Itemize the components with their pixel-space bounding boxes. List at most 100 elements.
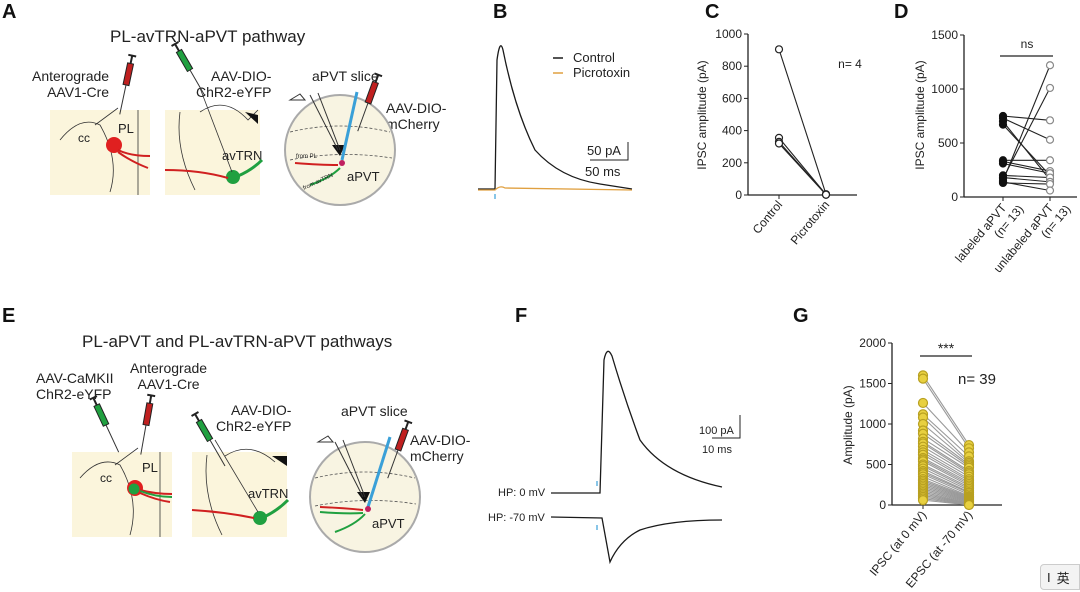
scale-x-f: 10 ms [702,444,732,456]
scale-y-f: 100 pA [699,425,735,437]
label-apvt: aPVT [347,169,380,184]
paired-line [922,459,970,485]
paired-line [1002,117,1051,141]
panel-e-diagram: cc PL avTRN aPVT [72,393,421,553]
y-tick-label: 1000 [859,417,886,431]
paired-line [922,488,970,503]
y-tick-label: 400 [722,124,742,138]
panel-label-e: E [2,305,16,327]
paired-line [922,493,970,505]
paired-line [1002,162,1051,174]
paired-line [1002,65,1051,182]
paired-line [922,494,970,505]
trace-hp0 [551,350,723,494]
label-avtrn-e: avTRN [248,486,288,501]
x-tick-label: Control [750,198,786,237]
panel-label-f: F [515,305,528,327]
panel-f-traces: HP: 0 mV HP: -70 mV 100 pA 10 ms [488,350,741,565]
paired-line [922,460,970,487]
y-tick-label: 500 [938,136,958,150]
significance-label: ns [1021,37,1034,51]
data-point [963,499,975,511]
y-tick-label: 0 [879,498,886,512]
y-tick-label: 1500 [859,377,886,391]
data-point [1045,135,1055,144]
paired-line [922,465,970,490]
input-method-indicator[interactable]: I 英 [1040,564,1080,590]
trace-picrotoxin [478,186,633,191]
paired-line [922,478,970,498]
paired-line [922,483,970,500]
avtrn-section [165,110,260,195]
data-point [917,397,929,409]
data-point [917,373,929,384]
paired-line [922,491,970,504]
data-point [998,120,1008,129]
y-tick-label: 1000 [931,82,958,96]
paired-line [922,486,970,502]
panel-a-title: PL-avTRN-aPVT pathway [110,27,306,46]
y-tick-label: 200 [722,156,742,170]
label-aav-dio-chr2: AAV-DIO- ChR2-eYFP [196,68,272,100]
y-tick-label: 0 [951,190,958,204]
paired-line [922,375,970,446]
paired-line [922,413,970,457]
paired-line [922,423,970,464]
label-apvt-e: aPVT [372,516,405,531]
paired-line [778,143,827,196]
paired-line [922,433,970,467]
label-aav-dio-mcherry-e: AAV-DIO- mCherry [410,432,471,464]
data-point [998,177,1008,186]
data-point [774,45,784,54]
y-tick-label: 1500 [931,28,958,42]
paired-line [922,464,970,488]
data-point [1045,116,1055,125]
y-tick-label: 0 [735,188,742,202]
paired-line [1002,181,1051,192]
paired-line [922,438,970,469]
data-point [774,139,784,148]
label-from-pl: from PL [296,154,318,160]
data-point [821,190,831,199]
paired-line [922,480,970,499]
paired-line [1002,174,1051,179]
paired-line [922,470,970,493]
label-pl: PL [118,121,134,136]
panel-label-c: C [705,1,720,23]
paired-line [922,499,970,506]
paired-line [922,441,970,472]
paired-line [922,485,970,501]
chart-d: 0 500 1000 1500 IPSC amplitude (pA) labeled a… [913,28,1077,275]
panel-label-b: B [493,1,508,23]
label-avtrn: avTRN [222,148,262,163]
data-point [1045,83,1055,93]
paired-line [922,430,970,465]
significance-label: *** [938,340,955,356]
paired-line [1002,115,1051,121]
paired-line [778,49,827,195]
paired-line [922,468,970,491]
paired-line [922,454,970,482]
paired-line [1002,87,1051,179]
y-tick-label: 2000 [859,336,886,350]
paired-line [922,476,970,497]
scale-bar-b [590,142,629,161]
paired-line [922,417,970,462]
paired-line [922,451,970,480]
label-hp70: HP: -70 mV [488,512,546,524]
trace-hp70 [550,516,723,565]
y-tick-label: 800 [722,59,742,73]
paired-line [1002,124,1051,176]
y-axis-label: Amplitude (pA) [841,385,855,464]
y-axis-label: IPSC amplitude (pA) [913,60,927,169]
panel-label-d: D [894,1,909,23]
y-tick-label: 500 [866,458,886,472]
panel-label-a: A [2,1,17,23]
trace-control [478,45,633,190]
text-cursor-icon: I [1047,569,1051,585]
x-tick-label: labeled aPVT(n= 13) [952,193,1026,274]
label-pl-e: PL [142,460,158,475]
scale-x-b: 50 ms [585,164,621,179]
